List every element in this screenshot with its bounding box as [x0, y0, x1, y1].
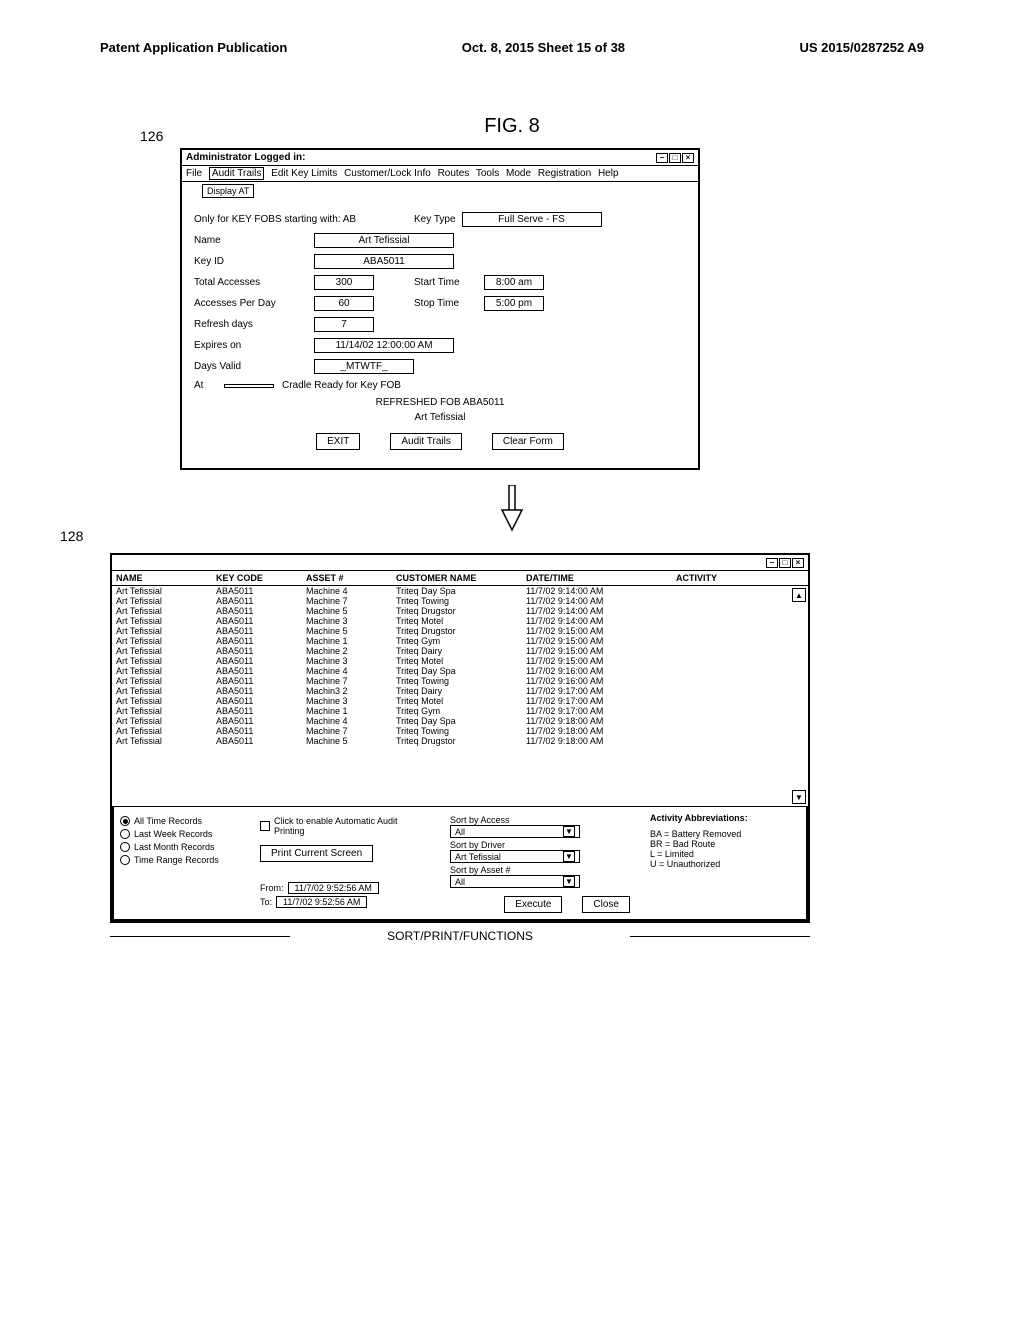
clear-form-button[interactable]: Clear Form — [492, 433, 564, 450]
table-row[interactable]: Art TefissialABA5011Machin3 2Triteq Dair… — [112, 686, 808, 696]
stop-field[interactable]: 5:00 pm — [484, 296, 544, 311]
minimize-icon: − — [656, 153, 668, 163]
admin-window: Administrator Logged in: −□× File Audit … — [180, 148, 700, 470]
scrollbar[interactable]: ▲ ▼ — [792, 588, 806, 804]
table-row[interactable]: Art TefissialABA5011Machine 7Triteq Towi… — [112, 676, 808, 686]
start-label: Start Time — [414, 277, 484, 288]
radio-lastweek[interactable] — [120, 829, 130, 839]
sort-print-label: SORT/PRINT/FUNCTIONS — [110, 929, 810, 943]
menu-routes[interactable]: Routes — [438, 168, 470, 179]
cradle-text: Cradle Ready for Key FOB — [282, 380, 401, 391]
footer-section: All Time Records Last Week Records Last … — [112, 806, 808, 921]
arrow-down-icon — [80, 485, 944, 538]
keyid-label: Key ID — [194, 256, 314, 267]
menu-registration[interactable]: Registration — [538, 168, 591, 179]
menu-editkey[interactable]: Edit Key Limits — [271, 168, 337, 179]
table-row[interactable]: Art TefissialABA5011Machine 7Triteq Towi… — [112, 726, 808, 736]
expires-label: Expires on — [194, 340, 314, 351]
expires-field[interactable]: 11/14/02 12:00:00 AM — [314, 338, 454, 353]
exit-button[interactable]: EXIT — [316, 433, 360, 450]
perday-field[interactable]: 60 — [314, 296, 374, 311]
maximize-icon: □ — [669, 153, 681, 163]
keyfob-note: Only for KEY FOBS starting with: AB — [194, 214, 414, 225]
abbrev-title: Activity Abbreviations: — [650, 813, 748, 823]
keytype-label: Key Type — [414, 214, 456, 225]
stop-label: Stop Time — [414, 298, 484, 309]
table-header: NAME KEY CODE ASSET # CUSTOMER NAME DATE… — [112, 571, 808, 586]
table-row[interactable]: Art TefissialABA5011Machine 5Triteq Drug… — [112, 606, 808, 616]
refresh-field[interactable]: 7 — [314, 317, 374, 332]
sort-access-select[interactable]: All▼ — [450, 825, 580, 838]
audit-table-window: −□× NAME KEY CODE ASSET # CUSTOMER NAME … — [110, 553, 810, 923]
sort-asset-select[interactable]: All▼ — [450, 875, 580, 888]
table-row[interactable]: Art TefissialABA5011Machine 4Triteq Day … — [112, 716, 808, 726]
sort-driver-select[interactable]: Art Tefissial▼ — [450, 850, 580, 863]
figure-title: FIG. 8 — [80, 115, 944, 138]
menu-customer[interactable]: Customer/Lock Info — [344, 168, 431, 179]
execute-button[interactable]: Execute — [504, 896, 562, 913]
total-field[interactable]: 300 — [314, 275, 374, 290]
keyid-field[interactable]: ABA5011 — [314, 254, 454, 269]
refreshed-text: REFRESHED FOB ABA5011 — [194, 397, 686, 408]
scroll-down-icon: ▼ — [792, 790, 806, 804]
header-left: Patent Application Publication — [100, 40, 287, 55]
menu-tools[interactable]: Tools — [476, 168, 499, 179]
scroll-up-icon: ▲ — [792, 588, 806, 602]
ref-128: 128 — [60, 528, 83, 544]
menu-mode[interactable]: Mode — [506, 168, 531, 179]
daysvalid-field[interactable]: _MTWTF_ — [314, 359, 414, 374]
at-label: At — [194, 380, 224, 391]
table-row[interactable]: Art TefissialABA5011Machine 2Triteq Dair… — [112, 646, 808, 656]
name-field[interactable]: Art Tefissial — [314, 233, 454, 248]
keytype-value[interactable]: Full Serve - FS — [462, 212, 602, 227]
perday-label: Accesses Per Day — [194, 298, 314, 309]
table-row[interactable]: Art TefissialABA5011Machine 3Triteq Mote… — [112, 696, 808, 706]
name-label: Name — [194, 235, 314, 246]
table-row[interactable]: Art TefissialABA5011Machine 4Triteq Day … — [112, 586, 808, 596]
table-row[interactable]: Art TefissialABA5011Machine 3Triteq Mote… — [112, 616, 808, 626]
table-row[interactable]: Art TefissialABA5011Machine 4Triteq Day … — [112, 666, 808, 676]
daysvalid-label: Days Valid — [194, 361, 314, 372]
refresh-label: Refresh days — [194, 319, 314, 330]
table-body: Art TefissialABA5011Machine 4Triteq Day … — [112, 586, 808, 806]
table-row[interactable]: Art TefissialABA5011Machine 7Triteq Towi… — [112, 596, 808, 606]
table-row[interactable]: Art TefissialABA5011Machine 5Triteq Drug… — [112, 736, 808, 746]
close-icon: × — [682, 153, 694, 163]
radio-timerange[interactable] — [120, 855, 130, 865]
table-row[interactable]: Art TefissialABA5011Machine 1Triteq Gym1… — [112, 706, 808, 716]
table-row[interactable]: Art TefissialABA5011Machine 1Triteq Gym1… — [112, 636, 808, 646]
at-field[interactable] — [224, 384, 274, 388]
table-window-controls[interactable]: −□× — [765, 557, 804, 568]
to-field[interactable]: 11/7/02 9:52:56 AM — [276, 896, 367, 908]
close-button[interactable]: Close — [582, 896, 630, 913]
menu-audit[interactable]: Audit Trails — [209, 167, 264, 180]
table-row[interactable]: Art TefissialABA5011Machine 3Triteq Mote… — [112, 656, 808, 666]
submenu-display-at[interactable]: Display AT — [202, 184, 254, 198]
print-screen-button[interactable]: Print Current Screen — [260, 845, 373, 862]
auto-print-checkbox[interactable] — [260, 821, 270, 831]
header-center: Oct. 8, 2015 Sheet 15 of 38 — [462, 40, 625, 55]
radio-lastmonth[interactable] — [120, 842, 130, 852]
art-text: Art Tefissial — [194, 412, 686, 423]
total-label: Total Accesses — [194, 277, 314, 288]
audit-trails-button[interactable]: Audit Trails — [390, 433, 461, 450]
window-controls[interactable]: −□× — [655, 152, 694, 163]
table-row[interactable]: Art TefissialABA5011Machine 5Triteq Drug… — [112, 626, 808, 636]
radio-alltime[interactable] — [120, 816, 130, 826]
start-field[interactable]: 8:00 am — [484, 275, 544, 290]
window-title: Administrator Logged in: — [186, 152, 305, 163]
menu-file[interactable]: File — [186, 168, 202, 179]
header-right: US 2015/0287252 A9 — [799, 40, 924, 55]
from-field[interactable]: 11/7/02 9:52:56 AM — [288, 882, 379, 894]
menu-bar[interactable]: File Audit Trails Edit Key Limits Custom… — [182, 166, 698, 182]
ref-126: 126 — [140, 128, 163, 144]
menu-help[interactable]: Help — [598, 168, 619, 179]
page-header: Patent Application Publication Oct. 8, 2… — [80, 40, 944, 55]
